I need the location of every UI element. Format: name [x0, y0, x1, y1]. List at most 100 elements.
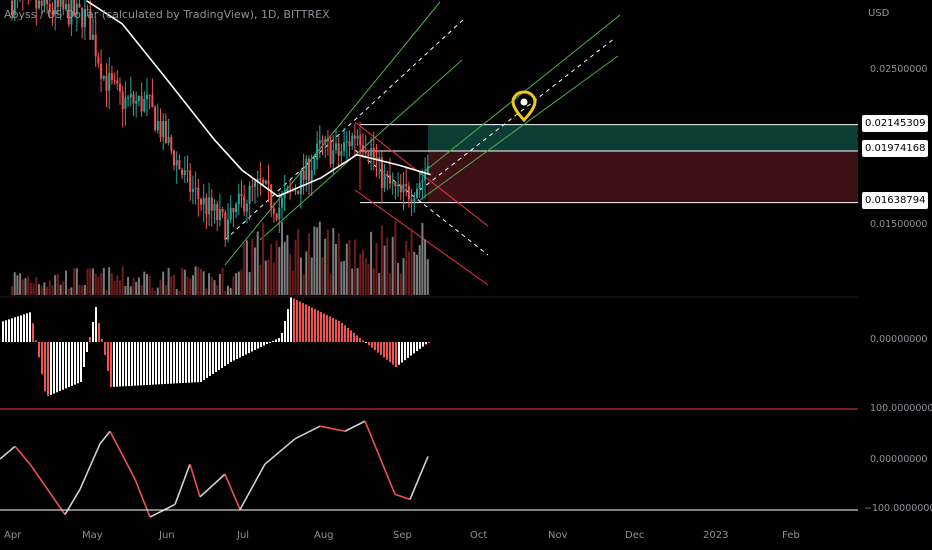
candle-body	[237, 193, 240, 205]
candle-body	[129, 94, 132, 98]
candle-body	[73, 0, 76, 15]
time-tick-label: Oct	[470, 530, 488, 541]
candle-body	[100, 63, 103, 79]
candle-body	[143, 99, 146, 112]
oscillator-bar	[176, 342, 178, 384]
oscillator-bar	[194, 342, 196, 383]
volume-bar	[164, 285, 167, 295]
stop-price-marker: 0.01638794	[862, 192, 929, 209]
candle-body	[410, 199, 413, 202]
oscillator-bar	[8, 319, 10, 342]
volume-bar	[308, 233, 310, 295]
candle-body	[213, 204, 216, 211]
cci-segment	[199, 473, 226, 498]
candle-body	[321, 140, 324, 143]
volume-bar	[224, 290, 227, 295]
channel-line	[224, 17, 466, 241]
candle-body	[378, 157, 381, 161]
volume-bar	[281, 221, 283, 295]
candle-body	[256, 178, 259, 182]
oscillator-bar	[221, 342, 223, 368]
candle-body	[380, 157, 383, 188]
candle-body	[283, 192, 286, 198]
oscillator-bar	[59, 342, 61, 391]
oscillator-bar	[350, 330, 352, 342]
candle-body	[286, 188, 289, 193]
volume-bar	[218, 273, 221, 295]
volume-bar	[86, 268, 89, 295]
oscillator-bar	[269, 342, 271, 343]
oscillator-bar	[254, 342, 256, 350]
oscillator-bar	[134, 342, 136, 386]
time-tick-label: Jul	[237, 530, 250, 541]
candle-body	[56, 0, 59, 7]
oscillator-bar	[107, 342, 109, 371]
candle-body	[183, 170, 186, 176]
candle-body	[370, 147, 373, 157]
candle-body	[340, 151, 343, 156]
volume-bar	[367, 264, 370, 295]
oscillator-bar	[278, 338, 280, 342]
oscillator-bar	[284, 321, 286, 342]
channel-line	[224, 1, 441, 266]
time-tick-label: Jun	[159, 530, 175, 541]
candle-body	[78, 3, 81, 8]
oscillator-bar	[32, 323, 34, 342]
volume-bar	[129, 286, 132, 295]
candle-body	[302, 170, 305, 180]
oscillator-bar	[185, 342, 187, 383]
volume-bar	[321, 257, 324, 295]
oscillator-bar	[371, 342, 373, 348]
volume-bar	[332, 228, 335, 295]
volume-bar	[216, 285, 219, 295]
volume-bar	[259, 264, 262, 295]
candle-body	[413, 197, 416, 202]
oscillator-bar	[332, 318, 334, 342]
volume-bar	[194, 266, 197, 295]
volume-bar	[210, 276, 213, 295]
oscillator-bar	[353, 332, 355, 342]
oscillator-bar	[272, 341, 274, 342]
candle-body	[208, 197, 211, 215]
oscillator-bar	[197, 342, 199, 383]
oscillator-bar	[227, 342, 229, 364]
volume-bar	[92, 268, 94, 295]
candle-body	[119, 83, 121, 92]
oscillator-bar	[257, 342, 259, 349]
volume-bar	[173, 274, 175, 295]
volume-bar	[124, 286, 127, 295]
candle-body	[348, 141, 351, 147]
volume-bar	[380, 225, 383, 295]
volume-bar	[227, 285, 229, 295]
oscillator-bar	[407, 342, 409, 358]
cci-segment	[239, 463, 266, 510]
volume-bar	[83, 285, 86, 295]
cci-segment	[134, 478, 151, 518]
candle-body	[397, 184, 400, 187]
volume-bar	[272, 262, 275, 295]
candle-body	[329, 141, 332, 164]
volume-bar	[264, 260, 267, 295]
oscillator-bar	[167, 342, 169, 384]
candle-body	[75, 3, 78, 15]
oscillator-bar	[200, 342, 202, 382]
volume-bar	[348, 240, 351, 295]
volume-bar	[132, 277, 135, 295]
volume-bar	[370, 231, 373, 295]
oscillator-bar	[29, 312, 31, 342]
oscillator-bar	[215, 342, 217, 372]
candle-body	[367, 153, 370, 157]
oscillator-bar	[2, 321, 4, 342]
oscillator-bar	[26, 313, 28, 342]
candle-body	[270, 184, 273, 209]
oscillator-bar	[290, 297, 292, 342]
oscillator-bar	[239, 342, 241, 358]
candle-body	[59, 0, 62, 7]
volume-bar	[148, 275, 151, 295]
volume-bar	[116, 275, 119, 295]
oscillator-bar	[68, 342, 70, 388]
candle-body	[13, 0, 16, 15]
volume-bar	[100, 273, 103, 295]
moving-average-line	[86, 0, 431, 198]
